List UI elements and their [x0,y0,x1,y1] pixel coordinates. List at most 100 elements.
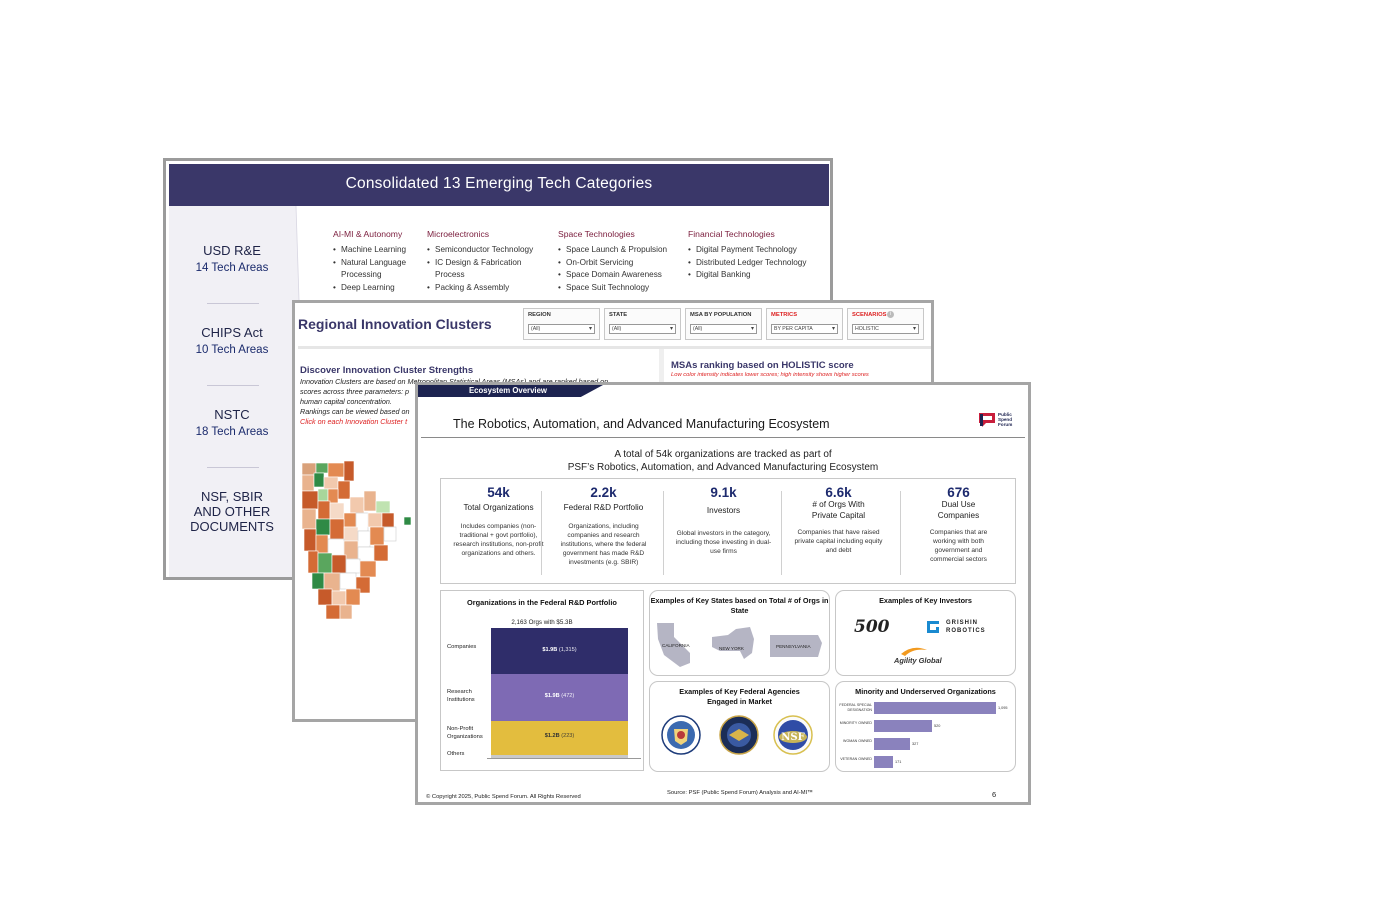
stat-description: Global investors in the category, includ… [675,529,772,555]
segment-count: (223) [561,733,575,739]
region-select[interactable]: (All) [528,324,595,334]
divider [298,346,931,349]
bar-segment-nonprofit[interactable]: $1.2B (223) [491,721,628,755]
category-space: Space Technologies Space Launch & Propul… [558,229,686,294]
stat-label: Federal R&D Portfolio [563,503,644,512]
stat-label: Investors [706,506,741,515]
category-item: On-Orbit Servicing [558,257,686,270]
bar-segment-companies[interactable]: $1.9B (1,315) [491,628,628,674]
category-label: Companies [447,644,477,650]
ecosystem-slide: Ecosystem Overview The Robotics, Automat… [415,382,1031,805]
sidebar-item-nsf: NSF, SBIR AND OTHER DOCUMENTS [169,489,295,534]
sidebar-item-sub: 10 Tech Areas [195,344,269,356]
click-instruction[interactable]: Click on each Innovation Cluster t [300,417,408,426]
psf-logo: Public Spend Forum [978,411,1020,431]
minority-bar[interactable] [874,738,910,750]
filter-label: REGION [528,312,551,318]
card-title: Examples of Key Investors [879,596,972,605]
category-item: Digital Banking [688,269,814,282]
filter-label: SCENARIOS [852,312,887,318]
doc-seal-icon [661,715,701,755]
stat-label: Total Organizations [463,503,534,512]
minority-bar[interactable] [874,756,893,768]
sidebar-item-sub: 18 Tech Areas [195,426,269,438]
segment-value: $1.9B [544,693,560,699]
sidebar-item-chips: CHIPS Act 10 Tech Areas [169,325,295,356]
minority-row-label: FEDERAL SPECIAL DESIGNATION [839,703,872,712]
divider [900,491,901,575]
intro-text: A total of 54k organizations are tracked… [418,449,1028,474]
stat-label: Dual Use Companies [937,500,980,520]
minority-bar[interactable] [874,702,996,714]
chart-title: Organizations in the Federal R&D Portfol… [467,598,617,607]
scenarios-filter[interactable]: SCENARIOS i HOLISTIC [847,308,924,340]
key-investors-card: Examples of Key Investors 500 GRISHIN RO… [835,590,1016,676]
section-tab [418,385,603,397]
bar-segment-others[interactable] [491,755,628,758]
logo-line: GRISHIN [946,620,979,626]
source-text: Source: PSF (Public Spend Forum) Analysi… [667,790,813,796]
state-label: PENNSYLVANIA [776,644,811,649]
filter-label: STATE [609,312,628,318]
nsf-seal-text: NSF [781,732,804,743]
divider [663,491,664,575]
stat-total-orgs: 54k Total Organizations Includes compani… [441,479,556,583]
stats-panel: 54k Total Organizations Includes compani… [440,478,1016,584]
description-line: Innovation Clusters are based on Metropo… [300,377,608,386]
copyright-text: © Copyright 2025, Public Spend Forum. Al… [426,794,581,800]
minority-bar[interactable] [874,720,932,732]
description-line: human capital concentration. [300,397,392,406]
category-microelectronics: Microelectronics Semiconductor Technolog… [427,229,553,294]
state-label: CALIFORNIA [662,643,690,648]
segment-count: (1,315) [558,647,577,653]
minority-bar-value: 327 [912,742,919,746]
segment-count: (472) [561,693,575,699]
divider [207,303,259,304]
psf-logo-text: Public Spend Forum [998,412,1012,427]
minority-bar-value: 520 [934,724,941,728]
stat-federal-portfolio: 2.2k Federal R&D Portfolio Organizations… [546,479,661,583]
minority-bar-value: 171 [895,760,902,764]
category-label: Research Institutions [447,689,475,703]
california-shape [657,623,690,667]
metrics-select[interactable]: BY PER CAPITA [771,324,838,334]
info-icon[interactable]: i [887,311,894,318]
logo-line: Public [998,412,1012,417]
card-title: Minority and Underserved Organizations [855,687,996,696]
sidebar-item-nstc: NSTC 18 Tech Areas [169,407,295,438]
page-number: 6 [992,790,997,799]
slide-title: The Robotics, Automation, and Advanced M… [453,417,830,431]
category-fintech: Financial Technologies Digital Payment T… [688,229,814,282]
federal-portfolio-chart: Organizations in the Federal R&D Portfol… [440,590,644,771]
minority-bar-value: 1,095 [998,706,1008,710]
state-select[interactable]: (All) [609,324,676,334]
filter-label: MSA BY POPULATION [690,312,752,318]
sidebar-item-usd: USD R&E 14 Tech Areas [169,243,295,274]
description-line: Rankings can be viewed based on [300,407,410,416]
msa-filter[interactable]: MSA BY POPULATION (All) [685,308,762,340]
metrics-filter[interactable]: METRICS BY PER CAPITA [766,308,843,340]
region-filter[interactable]: REGION (All) [523,308,600,340]
msa-select[interactable]: (All) [690,324,757,334]
category-heading: AI-MI & Autonomy [333,229,403,239]
agencies-card: Examples of Key Federal Agencies Engaged… [649,681,830,772]
scenarios-select[interactable]: HOLISTIC [852,324,919,334]
cluster-map[interactable] [300,461,420,631]
pennsylvania-shape [770,635,822,657]
state-filter[interactable]: STATE (All) [604,308,681,340]
cluster-heading: Discover Innovation Cluster Strengths [300,365,474,376]
newyork-shape [712,627,754,659]
grishin-logo-icon [927,621,939,633]
category-item: Semiconductor Technology [427,244,553,257]
sidebar-item-name: NSTC [214,407,250,422]
category-item: Packing & Assembly [427,282,553,295]
category-label: Others [447,751,465,757]
category-label: Non-Profit Organizations [447,726,483,740]
minority-row-label: VETERAN OWNED [840,757,872,761]
dod-seal-icon [719,715,759,755]
category-ai: AI-MI & Autonomy Machine Learning Natura… [333,229,425,294]
investor-500-logo: 500 [854,617,890,637]
sidebar-item-name: USD R&E [203,243,261,258]
bar-segment-research[interactable]: $1.9B (472) [491,674,628,721]
chart-axis [487,758,641,759]
